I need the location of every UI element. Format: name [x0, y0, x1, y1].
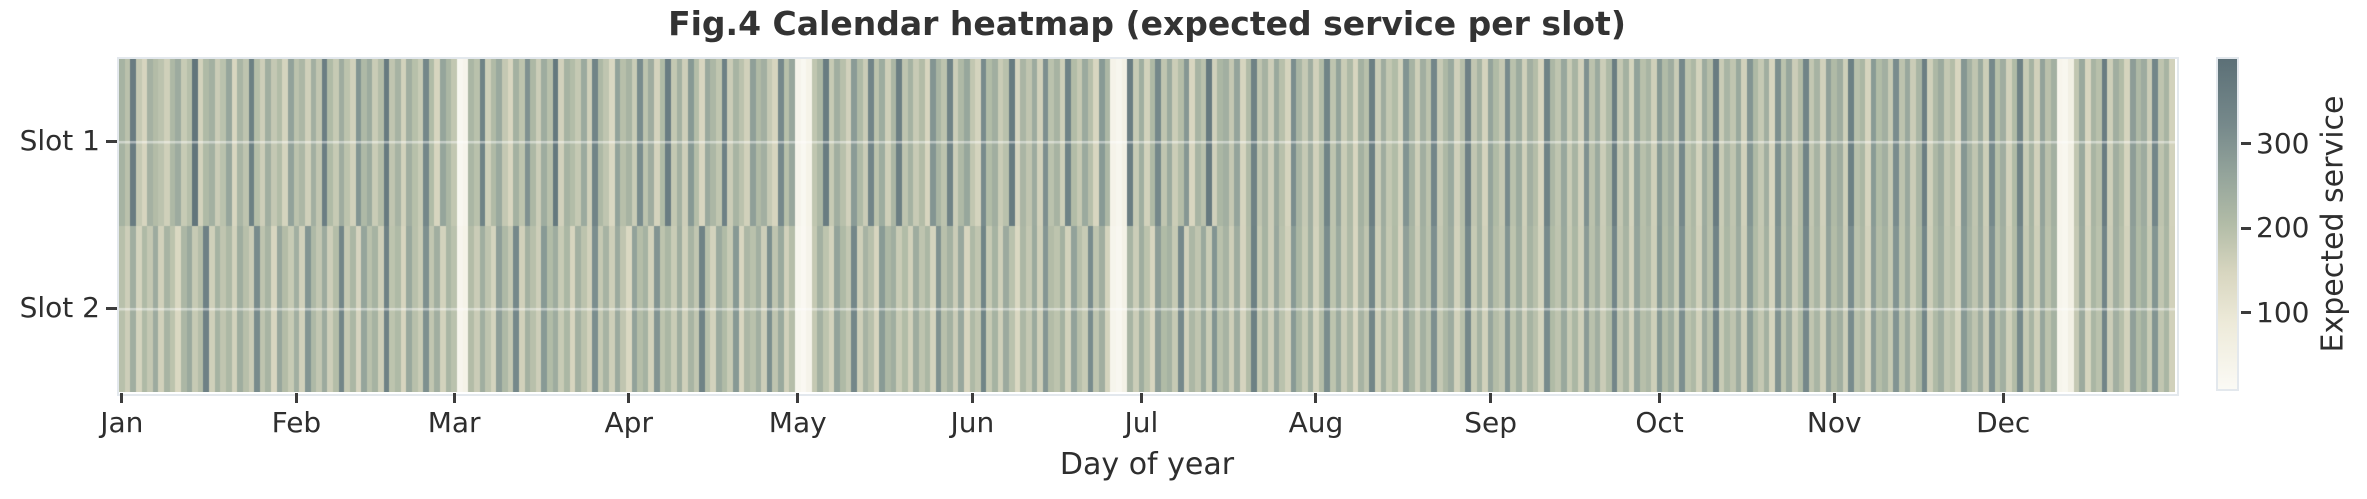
xtick-label-may: May — [768, 406, 827, 439]
x-axis-label: Day of year — [1059, 447, 1235, 482]
xtick-mark-may — [796, 393, 800, 403]
colorbar-tick-label-300: 300 — [2256, 126, 2310, 160]
xtick-label-mar: Mar — [427, 406, 481, 439]
colorbar-axis-label: Expected service — [2315, 95, 2351, 353]
xtick-mark-sep — [1489, 393, 1493, 403]
xtick-mark-apr — [627, 393, 631, 403]
heatmap-canvas — [119, 59, 2175, 392]
colorbar-tick-mark-300 — [2241, 142, 2251, 146]
ytick-mark-slot-2 — [106, 307, 117, 310]
xtick-label-feb: Feb — [271, 406, 322, 439]
xtick-mark-oct — [1658, 393, 1662, 403]
xtick-label-apr: Apr — [604, 406, 653, 439]
xtick-mark-jul — [1139, 393, 1143, 403]
xtick-label-aug: Aug — [1288, 406, 1344, 439]
xtick-label-dec: Dec — [1976, 406, 2031, 439]
xtick-label-jan: Jan — [100, 406, 144, 439]
xtick-label-oct: Oct — [1635, 406, 1684, 439]
colorbar-tick-label-100: 100 — [2256, 295, 2310, 329]
ytick-mark-slot-1 — [106, 140, 117, 143]
xtick-label-sep: Sep — [1464, 406, 1517, 439]
ytick-label-slot-2: Slot 2 — [19, 291, 100, 324]
xtick-mark-dec — [2001, 393, 2005, 403]
colorbar-tick-mark-100 — [2241, 311, 2251, 315]
xtick-mark-aug — [1314, 393, 1318, 403]
colorbar-tick-label-200: 200 — [2256, 211, 2310, 245]
xtick-label-nov: Nov — [1806, 406, 1862, 439]
colorbar-tick-mark-200 — [2241, 226, 2251, 230]
xtick-mark-feb — [294, 393, 298, 403]
xtick-label-jun: Jun — [950, 406, 995, 439]
ytick-label-slot-1: Slot 1 — [19, 124, 100, 157]
xtick-label-jul: Jul — [1124, 406, 1159, 439]
chart-title: Fig.4 Calendar heatmap (expected service… — [668, 4, 1626, 43]
xtick-mark-mar — [452, 393, 456, 403]
xtick-mark-nov — [1832, 393, 1836, 403]
xtick-mark-jun — [970, 393, 974, 403]
xtick-mark-jan — [120, 393, 124, 403]
colorbar-gradient — [2216, 57, 2239, 391]
